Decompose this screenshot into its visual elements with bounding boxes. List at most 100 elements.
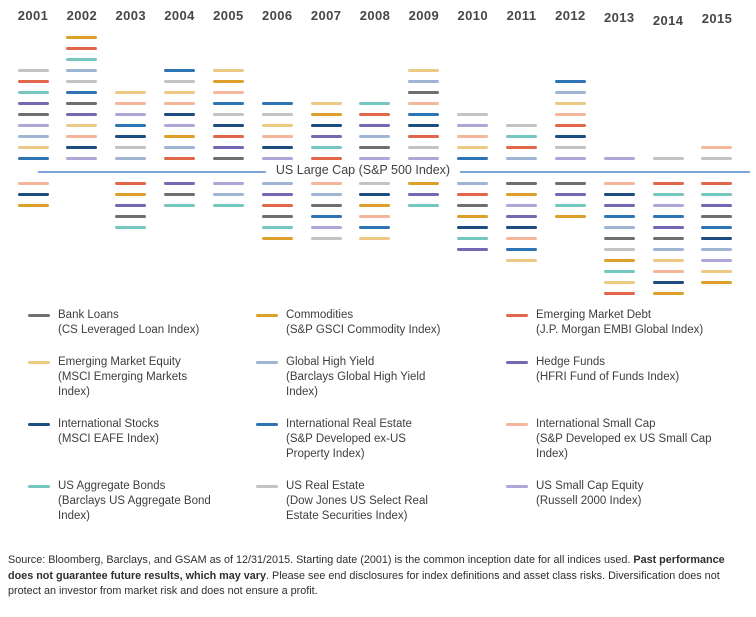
legend-asset-name: US Aggregate Bonds: [58, 480, 166, 492]
intlStocks-dash: [115, 135, 147, 138]
emEquity-dash: [506, 259, 538, 262]
commodities-dash: [603, 259, 635, 262]
year-label-2011: 2011: [506, 8, 537, 23]
intlStocks-dash: [554, 135, 586, 138]
intlStocks-dash: [212, 124, 244, 127]
usAggBonds-dash: [66, 58, 98, 61]
usSmallCap-dash: [408, 157, 440, 160]
legend-item-label: Commodities (S&P GSCI Commodity Index): [286, 308, 440, 338]
usSmallCap-dash: [261, 157, 293, 160]
globalHighYield-dash: [115, 157, 147, 160]
legend-item-label: International Small Cap (S&P Developed ex…: [536, 417, 726, 462]
hedgeFunds-swatch: [506, 361, 528, 364]
hedgeFunds-dash: [359, 124, 391, 127]
emEquity-dash: [115, 91, 147, 94]
legend: Bank Loans (CS Leveraged Loan Index) Commo…: [28, 308, 748, 524]
legend-index-name: (S&P Developed ex-US Property Index): [286, 433, 406, 460]
legend-asset-name: Emerging Market Equity: [58, 356, 181, 368]
footnote-bold-text: Past performance does not guarantee futu…: [8, 554, 725, 582]
commodities-dash: [212, 80, 244, 83]
legend-asset-name: Emerging Market Debt: [536, 309, 652, 321]
intlRealEstate-dash: [408, 113, 440, 116]
legend-item-label: Emerging Market Debt (J.P. Morgan EMBI Gl…: [536, 308, 703, 338]
globalHighYield-dash: [66, 69, 98, 72]
legend-index-name: (J.P. Morgan EMBI Global Index): [536, 324, 704, 336]
usRealEstate-dash: [212, 113, 244, 116]
intlStocks-dash: [652, 281, 684, 284]
emEquity-dash: [17, 146, 49, 149]
legend-index-name: (Barclays US Aggregate Bond Index): [58, 495, 211, 522]
year-label-2012: 2012: [555, 8, 586, 23]
legend-index-name: (CS Leveraged Loan Index): [58, 324, 200, 336]
usAggBonds-dash: [359, 102, 391, 105]
usAggBonds-dash: [457, 237, 489, 240]
emDebt-dash: [17, 80, 49, 83]
performance-chart: US Large Cap (S&P 500 Index) 2001 2002 200…: [0, 0, 756, 305]
legend-item-intlRealEstate: International Real Estate (S&P Developed …: [256, 417, 506, 462]
bankLoans-dash: [603, 237, 635, 240]
legend-item-commodities: Commodities (S&P GSCI Commodity Index): [256, 308, 506, 338]
bankLoans-dash: [457, 204, 489, 207]
bankLoans-dash: [506, 182, 538, 185]
emEquity-dash: [652, 259, 684, 262]
legend-asset-name: Hedge Funds: [536, 356, 606, 368]
usSmallCap-dash: [652, 204, 684, 207]
commodities-dash: [457, 215, 489, 218]
commodities-swatch: [256, 314, 278, 317]
emDebt-dash: [212, 135, 244, 138]
legend-index-name: (MSCI Emerging Markets Index): [58, 371, 188, 398]
commodities-dash: [554, 215, 586, 218]
bankLoans-dash: [261, 215, 293, 218]
commodities-dash: [701, 281, 733, 284]
hedgeFunds-dash: [17, 102, 49, 105]
intlStocks-dash: [310, 124, 342, 127]
bankLoans-dash: [359, 146, 391, 149]
bankLoans-dash: [115, 215, 147, 218]
intlSmallCap-dash: [408, 102, 440, 105]
legend-item-intlStocks: International Stocks (MSCI EAFE Index): [28, 417, 256, 462]
intlSmallCap-dash: [701, 146, 733, 149]
legend-asset-name: Global High Yield: [286, 356, 375, 368]
hedgeFunds-dash: [457, 248, 489, 251]
legend-index-name: (S&P Developed ex US Small Cap Index): [536, 433, 712, 460]
year-label-2009: 2009: [408, 8, 440, 23]
usRealEstate-dash: [66, 80, 98, 83]
legend-asset-name: US Small Cap Equity: [536, 480, 644, 492]
intlSmallCap-dash: [359, 215, 391, 218]
legend-item-emEquity: Emerging Market Equity (MSCI Emerging Mar…: [28, 355, 256, 400]
intlStocks-swatch: [28, 423, 50, 426]
emEquity-dash: [554, 102, 586, 105]
year-label-2004: 2004: [164, 8, 195, 23]
intlSmallCap-dash: [554, 113, 586, 116]
usAggBonds-dash: [17, 91, 49, 94]
intlStocks-dash: [164, 113, 196, 116]
legend-asset-name: US Real Estate: [286, 480, 365, 492]
legend-item-label: International Real Estate (S&P Developed …: [286, 417, 446, 462]
legend-index-name: (Dow Jones US Select Real Estate Securit…: [286, 495, 428, 522]
globalHighYield-dash: [506, 157, 538, 160]
legend-index-name: (HFRI Fund of Funds Index): [536, 371, 680, 383]
hedgeFunds-dash: [212, 146, 244, 149]
legend-asset-name: International Real Estate: [286, 418, 412, 430]
legend-index-name: (MSCI EAFE Index): [58, 433, 159, 445]
footnote: Source: Bloomberg, Barclays, and GSAM as…: [8, 553, 750, 600]
hedgeFunds-dash: [310, 135, 342, 138]
intlRealEstate-dash: [701, 226, 733, 229]
emDebt-dash: [359, 113, 391, 116]
legend-item-usRealEstate: US Real Estate (Dow Jones US Select Real …: [256, 479, 506, 524]
legend-item-label: Global High Yield (Barclays Global High Y…: [286, 355, 446, 400]
globalHighYield-swatch: [256, 361, 278, 364]
emDebt-dash: [652, 182, 684, 185]
emDebt-dash: [115, 182, 147, 185]
usAggBonds-dash: [212, 204, 244, 207]
intlSmallCap-dash: [66, 135, 98, 138]
emDebt-dash: [554, 124, 586, 127]
hedgeFunds-dash: [115, 204, 147, 207]
usRealEstate-dash: [17, 69, 49, 72]
bankLoans-dash: [310, 204, 342, 207]
emEquity-dash: [164, 91, 196, 94]
emEquity-dash: [603, 281, 635, 284]
hedgeFunds-dash: [701, 204, 733, 207]
year-label-2015: 2015: [701, 11, 733, 26]
globalHighYield-dash: [17, 135, 49, 138]
